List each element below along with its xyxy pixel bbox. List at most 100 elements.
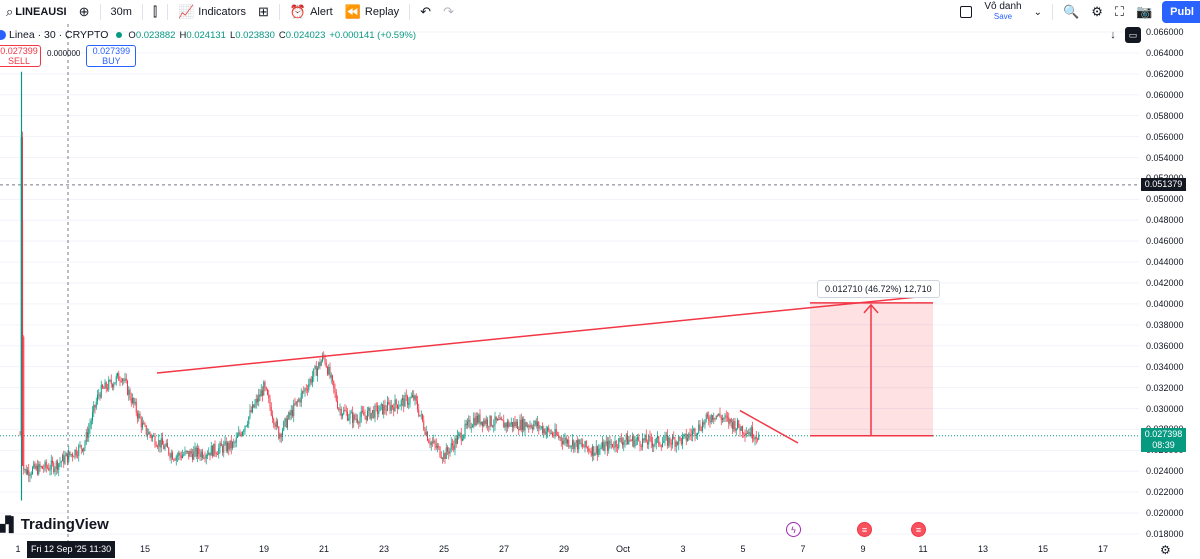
candle-body	[375, 405, 377, 407]
chart-pane[interactable]	[0, 24, 1139, 541]
candle-body	[484, 420, 486, 425]
candle-body	[620, 438, 622, 443]
candle-body	[115, 376, 117, 383]
resistance-trend-line[interactable]	[156, 294, 933, 374]
symbol-search-button[interactable]: ⌕ LINEAUSI	[0, 0, 73, 24]
candle-body	[502, 419, 503, 421]
snapshot-button[interactable]: 📷	[1130, 0, 1158, 24]
layout-menu-button[interactable]: ⌄	[1028, 0, 1048, 24]
time-axis[interactable]: 1 15 17 19 21 23 25 27 29 Oct 3 5 7 9 11 13 15 17	[0, 541, 1139, 559]
close-value: 0.024023	[285, 29, 326, 41]
downtrend-line[interactable]	[739, 409, 799, 444]
candle-body	[362, 410, 363, 413]
publish-button[interactable]: Publ	[1162, 1, 1200, 23]
candle-body	[34, 463, 36, 469]
candle-body	[492, 425, 493, 427]
undo-button[interactable]: ↶	[414, 0, 437, 24]
indicators-button[interactable]: 📈 Indicators	[172, 0, 252, 24]
candle-body	[297, 401, 298, 403]
candle-body	[194, 447, 196, 451]
layout-square-button[interactable]	[954, 0, 978, 24]
candle-body	[268, 394, 270, 399]
candle-body	[403, 398, 405, 407]
candle-body	[215, 453, 217, 455]
candle-body	[592, 446, 593, 456]
price-tick-label: 0.056000	[1146, 131, 1184, 142]
toolbar-right: Vô danh Save ⌄ 🔍 ⚙ ⛶ 📷 Publ	[954, 0, 1200, 24]
candle-body	[49, 469, 51, 471]
candle-body	[529, 425, 531, 428]
candle-body	[477, 415, 478, 423]
candle-body	[545, 431, 547, 435]
candle-body	[28, 469, 30, 477]
candle-body	[739, 427, 741, 431]
us-flag-event-icon[interactable]: ≡	[911, 522, 926, 537]
candle-body	[434, 440, 436, 445]
candle-body	[632, 436, 633, 441]
candle-body	[504, 423, 506, 428]
chart-type-button[interactable]: ⫿	[147, 0, 163, 24]
replay-button[interactable]: ⏪ Replay	[339, 0, 405, 24]
interval-button[interactable]: 30m	[105, 0, 138, 24]
alert-button[interactable]: ⏰ Alert	[284, 0, 339, 24]
lightning-event-icon[interactable]: ϟ	[786, 522, 801, 537]
layouts-icon: ⊞	[258, 4, 269, 19]
price-range-drawing[interactable]	[810, 302, 933, 437]
settings-button[interactable]: ⚙	[1085, 0, 1109, 24]
brand-name: TradingView	[20, 516, 109, 533]
candle-body	[244, 426, 246, 431]
axis-settings-icon[interactable]: ⚙	[1160, 543, 1171, 557]
candle-body	[642, 438, 643, 447]
candle-body	[400, 400, 402, 406]
candle-body	[453, 445, 455, 450]
open-label: O	[128, 29, 136, 41]
buy-button[interactable]: 0.027399 BUY	[86, 45, 137, 67]
legend-title[interactable]: Linea · 30 · CRYPTO	[9, 29, 109, 41]
candle-body	[604, 443, 606, 451]
panel-icon: ▭	[1128, 29, 1138, 40]
candle-body	[199, 454, 201, 457]
candle-body	[513, 421, 515, 428]
rewind-icon: ⏪	[344, 4, 361, 19]
trend-lines[interactable]	[156, 294, 933, 444]
candle-body	[750, 427, 752, 437]
quick-search-button[interactable]: 🔍	[1057, 0, 1085, 24]
candle-body	[295, 401, 297, 405]
divider	[141, 4, 143, 20]
compare-button[interactable]: ⊕	[73, 0, 96, 24]
linea-logo-icon	[0, 30, 6, 40]
candle-body	[515, 421, 517, 426]
candle-body	[90, 420, 92, 425]
candle-body	[77, 455, 78, 457]
save-layout-button[interactable]: Vô danh Save	[978, 2, 1027, 22]
candle-body	[75, 449, 77, 456]
high-value: 0.024131	[186, 29, 226, 41]
candle-body	[478, 414, 480, 423]
candle-body	[587, 447, 588, 449]
candle-body	[489, 415, 491, 427]
candle-body	[263, 381, 265, 396]
candle-body	[307, 389, 308, 391]
time-tick-label: 17	[1097, 544, 1109, 554]
candle-body	[402, 398, 403, 401]
object-tree-button[interactable]: ▭	[1125, 27, 1141, 43]
candle-body	[279, 434, 281, 439]
scroll-down-button[interactable]: ↓	[1105, 27, 1121, 43]
sell-button[interactable]: 0.027399 SELL	[0, 45, 41, 67]
price-range-label[interactable]: 0.012710 (46.72%) 12,710	[817, 280, 940, 298]
fullscreen-button[interactable]: ⛶	[1109, 0, 1130, 24]
candle-body	[217, 454, 218, 456]
candle-body	[267, 389, 268, 395]
candle-body	[758, 434, 760, 440]
candle-body	[639, 441, 641, 447]
undo-icon: ↶	[420, 4, 432, 19]
candle-body	[450, 443, 452, 449]
candle-body	[427, 431, 428, 441]
candle-body	[70, 454, 72, 455]
candle-body	[374, 405, 376, 418]
redo-button[interactable]: ↷	[437, 0, 460, 24]
price-axis[interactable]: 0.066000 0.064000 0.062000 0.060000 0.058000…	[1139, 24, 1200, 544]
candle-body	[378, 411, 380, 414]
layouts-button[interactable]: ⊞	[252, 0, 275, 24]
us-flag-event-icon[interactable]: ≡	[857, 522, 872, 537]
